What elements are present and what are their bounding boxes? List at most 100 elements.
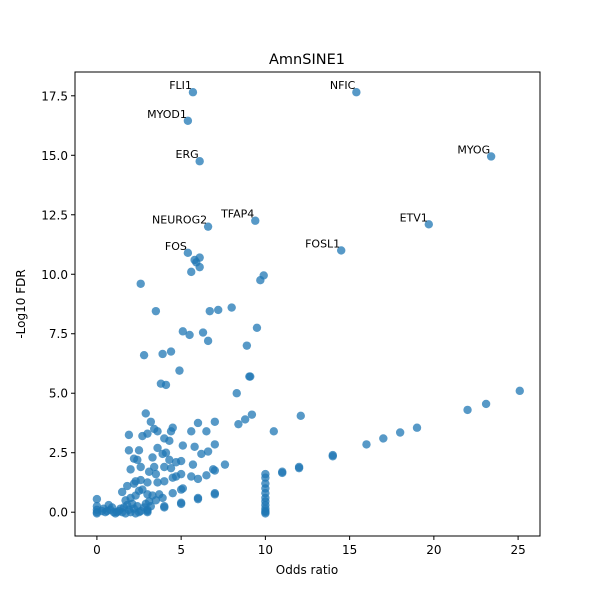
data-point — [148, 453, 157, 462]
data-point — [131, 509, 140, 518]
data-point — [197, 449, 206, 459]
y-tick-label: 0.0 — [49, 506, 68, 520]
data-point — [124, 505, 134, 515]
data-point — [195, 262, 204, 272]
point-annotation: FLI1 — [169, 79, 192, 92]
data-point — [133, 455, 142, 465]
annotations-layer: FLI1 NFIC MYOD1 ERG MYOG TFAP4 NEUROG2 ETV1 FOSL… — [147, 79, 490, 253]
data-point — [205, 306, 214, 316]
data-point — [166, 427, 176, 436]
data-point — [168, 488, 177, 498]
data-point — [123, 481, 132, 491]
point-annotation: MYOG — [457, 143, 490, 156]
data-point — [99, 504, 108, 513]
point-annotation: FOS — [165, 240, 187, 253]
point-annotation: TFAP4 — [220, 208, 254, 221]
data-point — [202, 427, 211, 436]
data-point — [203, 447, 213, 456]
point-annotation: ETV1 — [400, 211, 428, 224]
y-axis-ticks: 0.0 2.5 5.0 7.5 10.0 12.5 15.0 17.5 — [41, 89, 75, 520]
data-point — [165, 455, 174, 465]
data-point — [202, 471, 211, 480]
x-tick-label: 0 — [93, 543, 101, 557]
data-point — [379, 434, 388, 443]
x-axis-label: Odds ratio — [276, 563, 338, 577]
data-point — [193, 494, 203, 504]
data-point — [124, 430, 134, 440]
data-point — [210, 490, 220, 499]
data-point — [136, 279, 145, 288]
data-point — [134, 446, 144, 455]
data-point — [486, 152, 496, 161]
data-point — [176, 469, 186, 479]
data-point — [352, 88, 361, 97]
data-point — [153, 427, 162, 436]
data-point — [481, 399, 491, 409]
data-point — [160, 502, 169, 511]
point-annotation: NFIC — [330, 79, 356, 92]
x-tick-label: 20 — [426, 543, 441, 557]
data-point — [247, 410, 257, 419]
x-tick-label: 5 — [177, 543, 185, 557]
plot-frame — [74, 71, 541, 537]
data-point — [234, 419, 243, 429]
data-point — [161, 448, 171, 457]
points-layer — [92, 88, 524, 518]
data-point — [328, 452, 337, 461]
data-point — [252, 323, 262, 332]
data-point — [178, 327, 188, 336]
data-point — [151, 469, 161, 479]
data-point — [144, 467, 154, 476]
data-point — [195, 157, 204, 166]
data-point — [412, 423, 422, 432]
data-point — [296, 411, 305, 421]
data-point — [158, 349, 167, 359]
data-point — [187, 427, 196, 436]
chart-title: AmnSINE1 — [269, 52, 345, 68]
data-point — [242, 341, 252, 350]
data-point — [124, 446, 134, 455]
data-point — [261, 473, 270, 482]
data-point — [251, 216, 260, 225]
data-point — [151, 496, 161, 505]
data-point — [227, 303, 236, 312]
x-tick-label: 25 — [510, 543, 525, 557]
data-point — [232, 389, 241, 398]
data-point — [256, 276, 265, 285]
data-point — [261, 509, 270, 518]
data-point — [515, 386, 524, 396]
data-point — [463, 405, 472, 415]
data-point — [183, 248, 193, 258]
data-point — [176, 456, 186, 466]
data-point — [183, 116, 193, 125]
x-tick-label: 10 — [258, 543, 273, 557]
data-point — [198, 328, 208, 337]
data-point — [278, 468, 287, 478]
data-point — [158, 493, 167, 503]
y-tick-label: 10.0 — [41, 268, 68, 282]
data-point — [136, 462, 145, 472]
y-axis-label: -Log10 FDR — [14, 269, 28, 338]
data-point — [214, 305, 223, 315]
data-point — [178, 441, 188, 450]
y-tick-label: 12.5 — [41, 208, 68, 222]
data-point — [203, 222, 213, 231]
data-point — [139, 350, 149, 360]
data-point — [210, 440, 220, 449]
data-point — [424, 220, 433, 229]
data-point — [187, 267, 196, 277]
data-point — [210, 417, 220, 426]
x-tick-label: 15 — [342, 543, 357, 557]
data-point — [175, 366, 184, 375]
data-point — [362, 440, 371, 449]
data-point — [141, 409, 150, 418]
data-point — [143, 478, 152, 487]
data-point — [111, 509, 120, 518]
data-point — [193, 474, 203, 484]
data-point — [337, 246, 346, 255]
data-point — [143, 429, 152, 438]
data-point — [153, 478, 162, 487]
data-point — [126, 465, 135, 474]
